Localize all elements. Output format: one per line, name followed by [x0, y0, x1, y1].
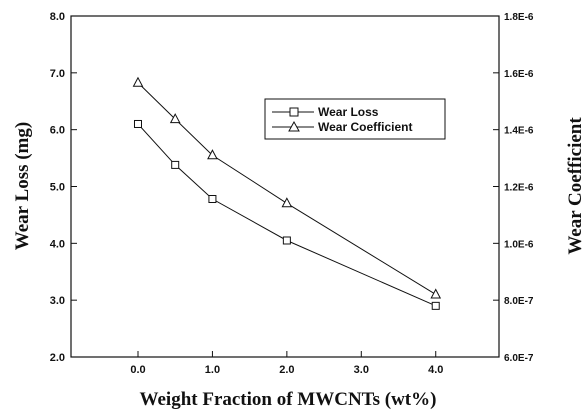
legend-marker-triangle: [288, 120, 300, 132]
data-point-wear-coefficient: [207, 149, 218, 160]
x-tick-label: 3.0: [354, 364, 369, 376]
right-tick-label: 6.0E-7: [504, 353, 534, 364]
left-tick-label: 7.0: [50, 68, 65, 80]
left-tick-label: 6.0: [50, 125, 65, 137]
series-line-wear-loss: [137, 123, 436, 307]
right-tick-label: 8.0E-7: [504, 296, 534, 307]
data-point-wear-loss: [133, 119, 142, 128]
legend-marker-square: [289, 107, 299, 117]
data-point-wear-loss: [171, 160, 180, 169]
data-point-wear-coefficient: [169, 113, 181, 124]
data-point-wear-loss: [431, 301, 440, 310]
left-tick-label: 8.0: [50, 11, 65, 23]
right-axis-ticks: 6.0E-7 8.0E-7 1.0E-6 1.2E-6 1.4E-6 1.6E-6 1.8E…: [493, 12, 534, 364]
series-layer: [132, 76, 442, 310]
x-axis-ticks: 0.0 1.0 2.0 3.0 4.0: [130, 351, 443, 376]
left-tick-label: 5.0: [50, 182, 65, 194]
x-tick-label: 0.0: [130, 364, 145, 376]
legend-label-wear-loss: Wear Loss: [318, 105, 379, 119]
right-tick-label: 1.0E-6: [504, 239, 534, 250]
data-point-wear-coefficient: [430, 288, 442, 299]
x-axis-title: Weight Fraction of MWCNTs (wt%): [140, 389, 437, 410]
x-tick-label: 2.0: [279, 364, 294, 376]
left-tick-label: 3.0: [50, 295, 65, 307]
right-tick-label: 1.2E-6: [504, 183, 534, 194]
right-tick-label: 1.6E-6: [504, 69, 534, 80]
data-point-wear-coefficient: [281, 197, 293, 208]
y-axis-title-right: Wear Coefficient: [565, 117, 586, 255]
left-axis-ticks: 2.0 3.0 4.0 5.0 6.0 7.0 8.0: [50, 11, 77, 364]
left-tick-label: 2.0: [50, 352, 65, 364]
left-tick-label: 4.0: [50, 238, 65, 250]
right-tick-label: 1.8E-6: [504, 12, 534, 23]
legend-label-wear-coefficient: Wear Coefficient: [318, 120, 412, 134]
legend-box: [264, 98, 446, 140]
data-point-wear-loss: [208, 195, 217, 204]
legend: Wear Loss Wear Coefficient: [264, 98, 446, 140]
right-tick-label: 1.4E-6: [504, 126, 534, 137]
data-point-wear-coefficient: [132, 76, 144, 87]
x-tick-label: 4.0: [428, 364, 443, 376]
y-axis-title-left: Wear Loss (mg): [12, 122, 33, 250]
data-point-wear-loss: [282, 236, 291, 245]
x-tick-label: 1.0: [205, 364, 220, 376]
